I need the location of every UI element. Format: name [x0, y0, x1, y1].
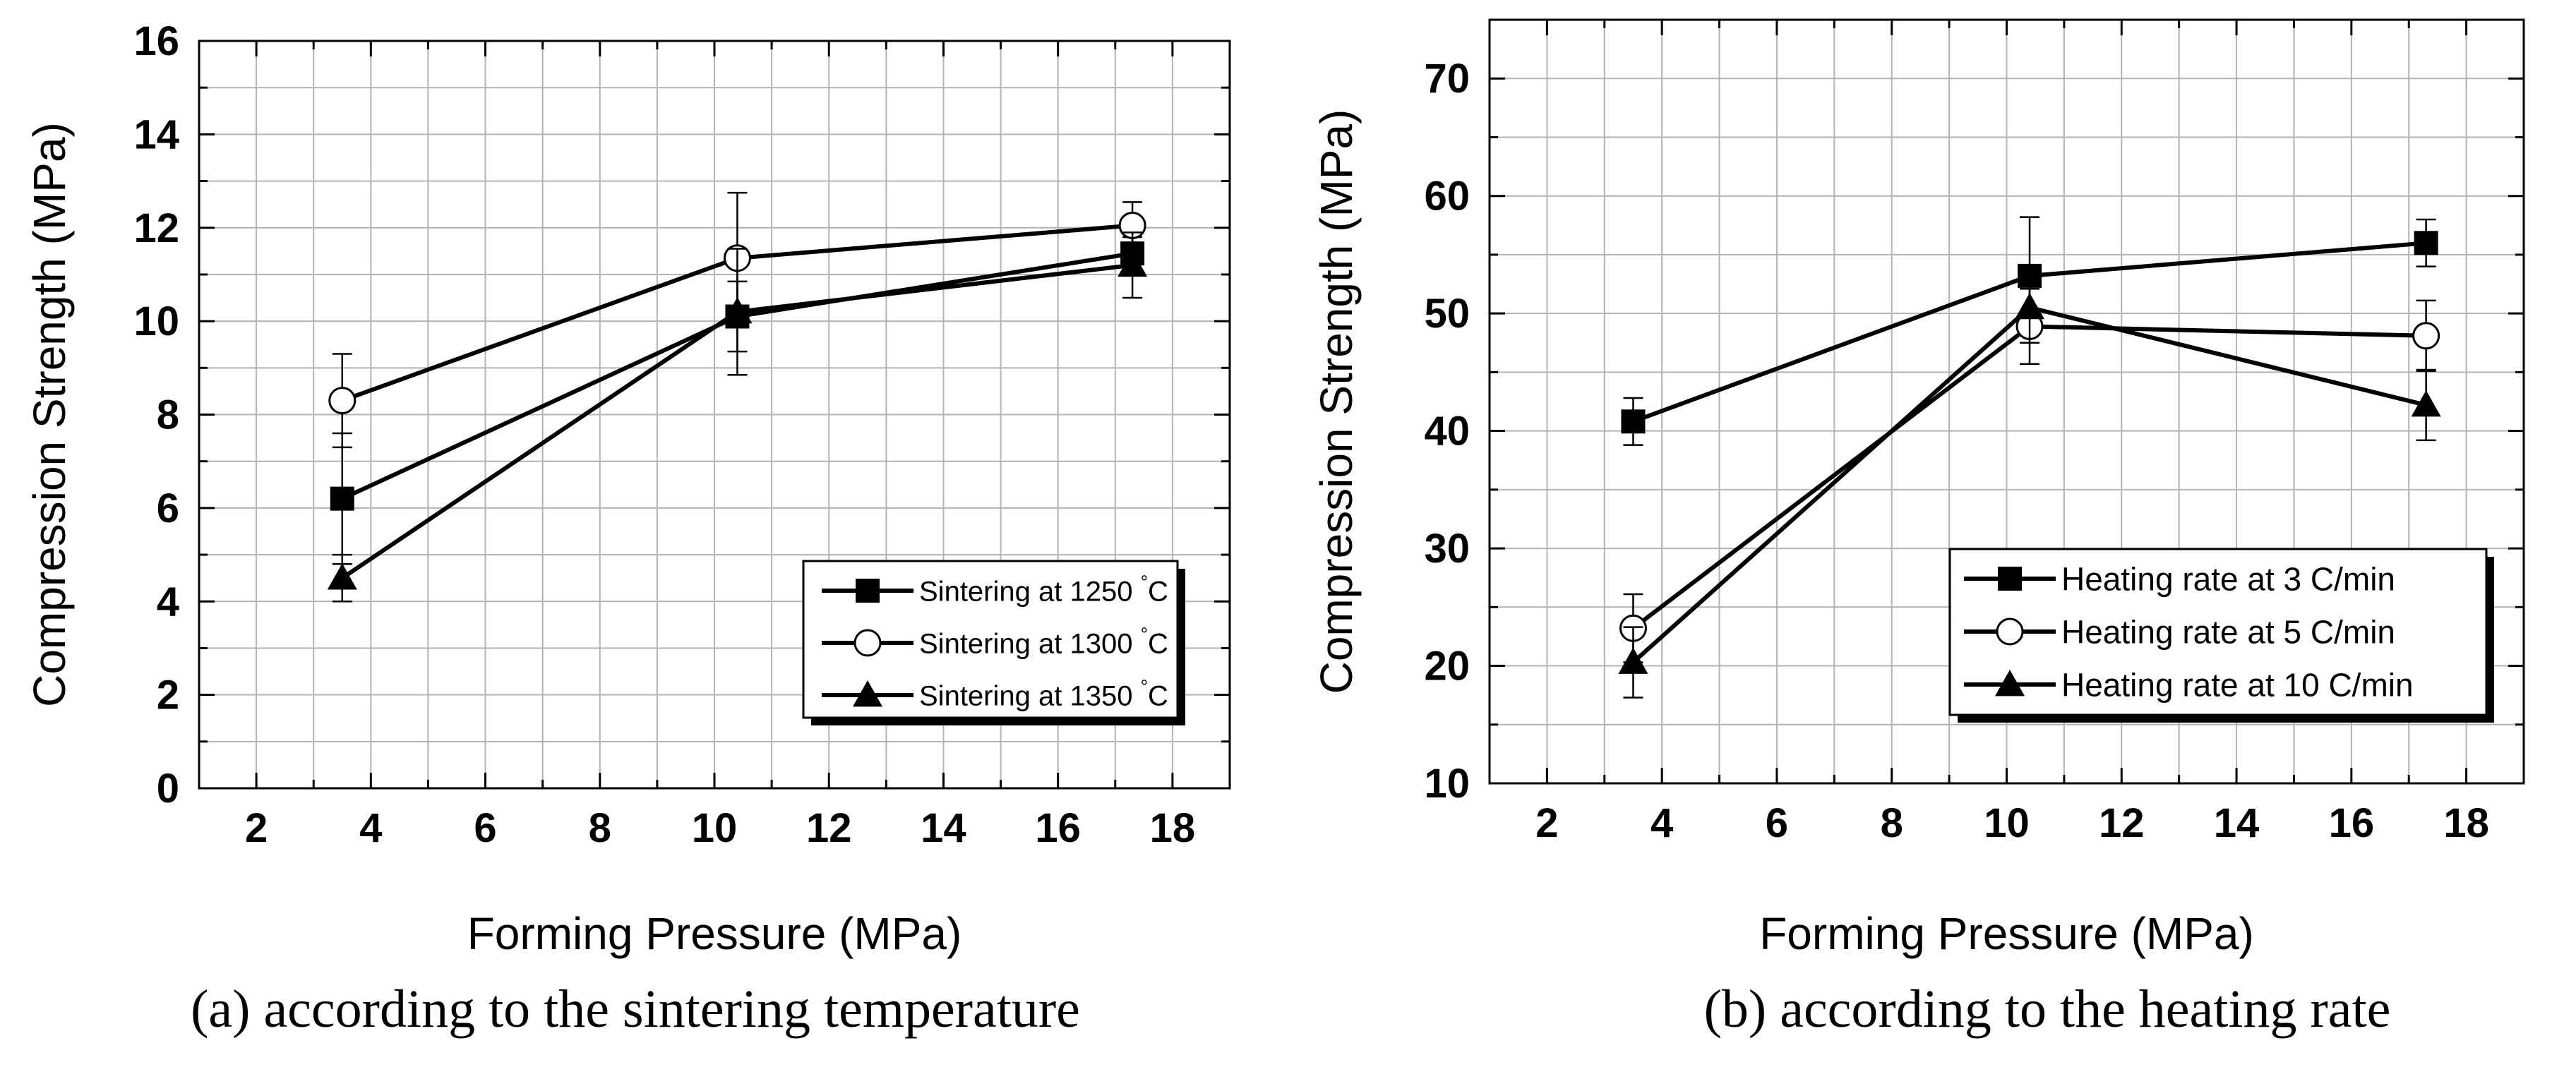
x-tick-label: 10 — [692, 805, 738, 851]
data-point — [2414, 231, 2438, 255]
x-tick-label: 14 — [2214, 800, 2260, 846]
x-tick-label: 6 — [474, 805, 496, 851]
y-axis-title: Compression Strength (MPa) — [24, 122, 75, 707]
x-tick-label: 2 — [245, 805, 268, 851]
data-point — [722, 296, 753, 324]
data-point — [1621, 409, 1646, 434]
legend-label: Heating rate at 5 C/min — [2061, 614, 2395, 651]
y-tick-label: 16 — [133, 18, 179, 64]
x-tick-label: 4 — [1651, 800, 1673, 846]
legend-marker — [853, 629, 882, 657]
y-tick-label: 4 — [157, 579, 179, 625]
legend-label: Sintering at 1350 °C — [919, 675, 1168, 711]
chart-panel-b: 2 4 6 8 10 12 14 16 18 10 20 30 40 50 60 70 Forming Pres… — [1311, 18, 2525, 1039]
ticks — [1488, 18, 2525, 785]
legend-marker — [1995, 670, 2025, 697]
data-point — [330, 486, 354, 511]
x-axis-title: Forming Pressure (MPa) — [467, 908, 962, 959]
x-tick-label: 12 — [2099, 800, 2145, 846]
x-tick-label: 16 — [1035, 805, 1081, 851]
x-axis-title: Forming Pressure (MPa) — [1759, 908, 2254, 959]
data-point — [327, 563, 357, 590]
y-axis-title: Compression Strength (MPa) — [1311, 109, 1362, 694]
series-triangle — [327, 231, 1148, 603]
panel-caption: (b) according to the heating rate — [1704, 979, 2391, 1039]
x-tick-label: 18 — [2443, 800, 2489, 846]
x-tick-label: 2 — [1535, 800, 1558, 846]
y-tick-label: 50 — [1424, 291, 1470, 337]
y-tick-label: 70 — [1424, 56, 1470, 102]
legend-label: Sintering at 1300 °C — [919, 623, 1168, 659]
series-triangle — [1618, 271, 2441, 699]
data-point — [1118, 250, 1148, 277]
x-tick-label: 18 — [1150, 805, 1196, 851]
data-point — [2412, 322, 2440, 350]
y-tick-label: 12 — [133, 205, 179, 251]
y-tick-label: 60 — [1424, 174, 1470, 219]
x-tick-label: 12 — [806, 805, 852, 851]
legend-marker — [1998, 567, 2022, 591]
legend-marker — [1996, 617, 2024, 646]
y-tick-label: 40 — [1424, 409, 1470, 454]
y-tick-label: 8 — [157, 392, 179, 438]
legend-label: Heating rate at 3 C/min — [2061, 561, 2395, 598]
legend-label: Sintering at 1250 °C — [919, 571, 1168, 607]
y-tick-label: 14 — [133, 111, 179, 157]
y-tick-label: 10 — [133, 299, 179, 344]
legend-label: Heating rate at 10 C/min — [2061, 667, 2414, 704]
x-tick-label: 4 — [359, 805, 382, 851]
x-tick-label: 6 — [1766, 800, 1788, 846]
y-tick-label: 20 — [1424, 644, 1470, 689]
legend-marker — [856, 579, 880, 603]
legend: Sintering at 1250 °C Sintering at 1300 °C… — [802, 560, 1185, 725]
x-tick-label: 8 — [589, 805, 611, 851]
legend: Heating rate at 3 C/min Heating rate at 5… — [1948, 548, 2494, 723]
legend-marker — [853, 680, 882, 707]
data-point — [328, 387, 357, 415]
y-tick-label: 30 — [1424, 526, 1470, 572]
ticks — [198, 40, 1231, 790]
x-tick-label: 14 — [921, 805, 966, 851]
y-tick-label: 10 — [1424, 761, 1470, 807]
data-point — [2411, 390, 2441, 417]
y-tick-label: 0 — [157, 766, 179, 812]
x-tick-label: 10 — [1984, 800, 2030, 846]
x-tick-label: 8 — [1881, 800, 1903, 846]
chart-panel-a: 2 4 6 8 10 12 14 16 18 0 2 4 6 8 10 12 14 16 Forming Press… — [24, 18, 1231, 1039]
y-tick-label: 2 — [157, 673, 179, 718]
data-point — [1618, 647, 1648, 674]
x-tick-label: 16 — [2329, 800, 2375, 846]
panel-caption: (a) according to the sintering temperatu… — [191, 979, 1080, 1039]
y-tick-label: 6 — [157, 486, 179, 531]
data-point — [2015, 292, 2045, 320]
